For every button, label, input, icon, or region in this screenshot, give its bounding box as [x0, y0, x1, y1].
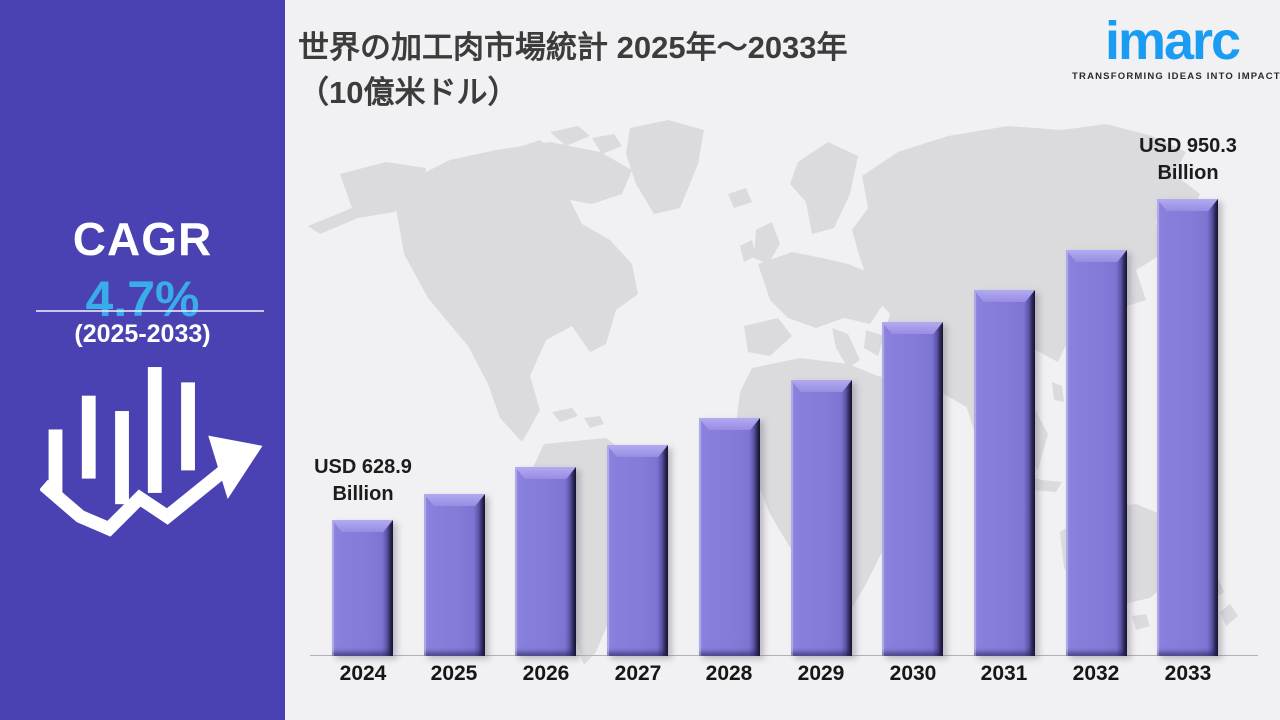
- imarc-logo: imarc TRANSFORMING IDEAS INTO IMPACT: [1072, 11, 1280, 82]
- x-axis-label-2024: 2024: [339, 662, 387, 685]
- bar-2025: [424, 494, 485, 656]
- x-axis-label-2028: 2028: [705, 662, 753, 685]
- cagr-value: 4.7%: [85, 271, 200, 327]
- imarc-wordmark: imarc: [1104, 11, 1241, 71]
- page-title: 世界の加工肉市場統計 2025年～2033年 （10億米ドル）: [298, 26, 1018, 116]
- bar-2033: [1157, 199, 1218, 656]
- x-axis-label-2025: 2025: [430, 662, 478, 685]
- last-bar-value-label: USD 950.3 Billion: [1098, 133, 1278, 187]
- x-axis-label-2027: 2027: [614, 662, 662, 685]
- last-bar-value-line1: USD 950.3: [1139, 135, 1237, 157]
- last-bar-value-line2: Billion: [1157, 162, 1219, 184]
- page-title-line2: （10億米ドル）: [298, 74, 519, 110]
- x-axis-label-2031: 2031: [980, 662, 1028, 685]
- first-bar-value-line1: USD 628.9: [314, 456, 412, 478]
- first-bar-value-label: USD 628.9 Billion: [273, 454, 453, 508]
- x-axis-label-2032: 2032: [1072, 662, 1120, 685]
- page-title-line1: 世界の加工肉市場統計 2025年～2033年: [298, 30, 848, 65]
- cagr-period: (2025-2033): [74, 320, 211, 348]
- cagr-label: CAGR: [72, 213, 213, 265]
- bar-2028: [699, 418, 760, 656]
- sidebar: CAGR 4.7% (2025-2033): [0, 0, 285, 720]
- x-axis-label-2033: 2033: [1164, 662, 1212, 685]
- cagr-divider: [36, 310, 264, 312]
- bar-2030: [882, 322, 943, 656]
- bar-2031: [974, 290, 1035, 656]
- bar-2026: [515, 467, 576, 656]
- imarc-tagline: TRANSFORMING IDEAS INTO IMPACT: [1072, 71, 1280, 82]
- bar-chart: USD 628.9 Billion USD 950.3 Billion 2024…: [285, 0, 1280, 720]
- bar-chart-growth-arrow-icon: [40, 367, 263, 537]
- bar-2029: [791, 380, 852, 656]
- x-axis-label-2029: 2029: [797, 662, 845, 685]
- x-axis-line: [310, 655, 1258, 656]
- bar-2024: [332, 520, 393, 656]
- x-axis-label-2026: 2026: [522, 662, 570, 685]
- first-bar-value-line2: Billion: [332, 483, 394, 505]
- bar-2032: [1066, 250, 1127, 656]
- cagr-block: CAGR 4.7%: [0, 212, 285, 328]
- bar-2027: [607, 445, 668, 656]
- x-axis-label-2030: 2030: [889, 662, 937, 685]
